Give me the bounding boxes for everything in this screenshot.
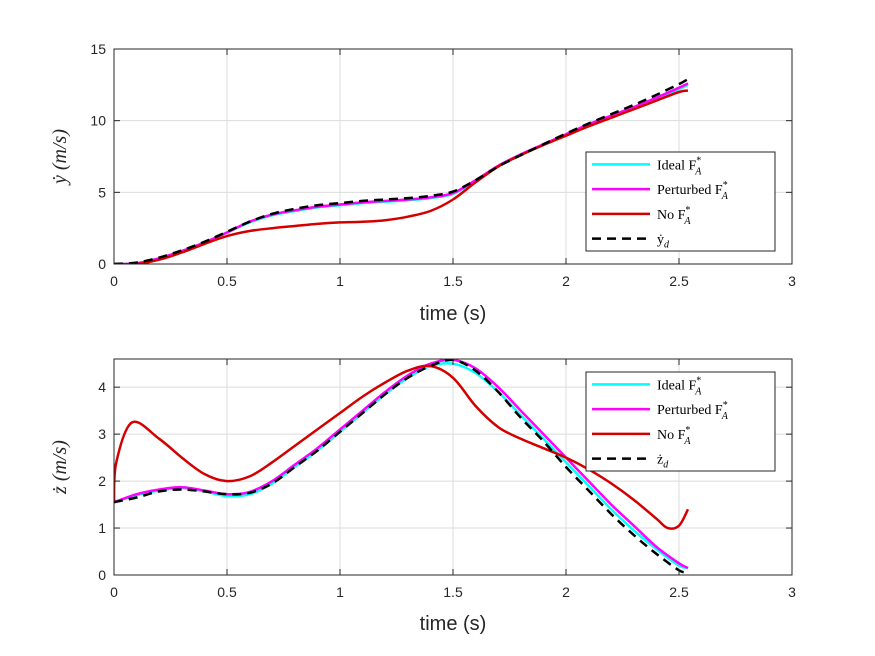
y-tick-label: 2 [98,473,106,489]
y-tick-label: 4 [98,379,106,395]
legend-label-2: Perturbed F* A [657,180,729,202]
legend: Ideal F* A Perturbed F* A No F* A ẏd [585,151,776,252]
y-axis-label: ż (m/s) [49,440,71,495]
x-tick-label: 2.5 [669,584,689,600]
velocity-z-panel: 0 0.5 1 1.5 2 2.5 3 0 1 2 3 4 time (s) ż (m/s) Ideal F… [49,358,796,635]
x-tick-label: 0.5 [217,584,237,600]
x-tick-label: 1.5 [443,584,463,600]
series-lines [114,359,690,574]
legend-box [585,371,776,472]
y-tick-label: 0 [98,256,106,272]
series-lines [114,77,689,264]
x-tick-label: 2.5 [669,273,689,289]
y-tick-label: 15 [90,41,106,57]
legend-label-1: Ideal F* A [657,375,702,397]
legend-box [585,151,776,252]
y-axis-label: ẏ (m/s) [49,129,71,186]
y-tick-label: 0 [98,567,106,583]
x-tick-label: 0 [110,273,118,289]
legend-label-4: ẏd [657,233,670,251]
y-tick-label: 10 [90,113,106,129]
x-axis-label: time (s) [420,613,487,635]
legend-label-4: żd [657,453,669,471]
y-tick-label: 5 [98,184,106,200]
velocity-y-panel: 0 0.5 1 1.5 2 2.5 3 0 5 10 15 time (s) ẏ (m/s) Ideal … [49,41,796,325]
legend-label-2: Perturbed F* A [657,400,729,422]
series-line-3 [114,364,690,530]
legend-label-3: No F* A [657,205,691,227]
x-tick-label: 1 [336,273,344,289]
x-tick-label: 0.5 [217,273,237,289]
x-tick-label: 2 [562,584,570,600]
series-line-3 [114,89,689,264]
x-tick-label: 3 [788,273,796,289]
y-tick-label: 3 [98,426,106,442]
series-line-4 [114,359,689,574]
x-tick-label: 3 [788,584,796,600]
x-axis-label: time (s) [420,303,487,325]
legend-label-3: No F* A [657,425,691,447]
y-tick-label: 1 [98,520,106,536]
x-tick-label: 1.5 [443,273,463,289]
legend: Ideal F* A Perturbed F* A No F* A żd [585,371,776,472]
x-tick-label: 2 [562,273,570,289]
x-tick-label: 0 [110,584,118,600]
x-tick-label: 1 [336,584,344,600]
legend-label-1: Ideal F* A [657,155,702,177]
series-line-4 [114,77,689,264]
